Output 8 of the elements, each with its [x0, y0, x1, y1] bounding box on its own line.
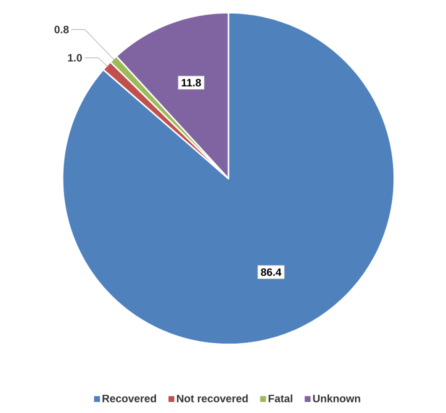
legend-label: Unknown	[313, 394, 360, 402]
legend-label: Fatal	[268, 394, 292, 402]
legend-label: Recovered	[102, 394, 156, 402]
legend-label: Not recovered	[176, 394, 248, 402]
data-label: 11.8	[182, 79, 201, 87]
data-label: 1.0	[68, 54, 82, 62]
data-label: 86.4	[260, 268, 282, 276]
data-label: 0.8	[54, 26, 69, 34]
